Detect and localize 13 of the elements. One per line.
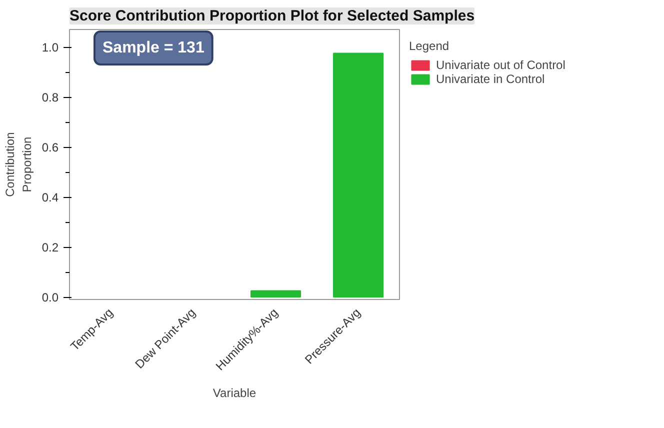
y-tick-label: 0.4	[42, 190, 59, 204]
y-tick-label: 0.6	[42, 140, 59, 154]
legend-label: Univariate out of Control	[436, 58, 566, 72]
x-axis-title: Variable	[212, 386, 256, 400]
y-tick-label: 0.2	[42, 240, 59, 254]
chart-title: Score Contribution Proportion Plot for Selected Samples	[70, 8, 475, 24]
legend-title: Legend	[409, 39, 450, 53]
y-axis-title: Contribution Proportion	[3, 132, 34, 197]
legend-label: Univariate in Control	[436, 72, 545, 86]
annotation: Sample = 131	[102, 40, 204, 56]
y-tick-label: 1.0	[42, 40, 59, 54]
y-tick-label: 0.8	[42, 90, 59, 104]
y-tick-label: 0.0	[42, 290, 59, 304]
